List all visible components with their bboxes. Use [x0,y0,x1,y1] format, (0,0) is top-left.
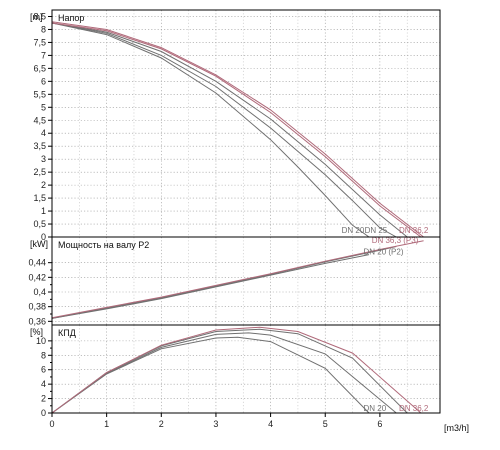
head-ytick-label-13: 6,5 [33,63,46,73]
head-ytick-label-16: 8 [41,24,46,34]
head-ytick-label-9: 4,5 [33,115,46,125]
efficiency-ytick-label-2: 4 [41,379,46,389]
power-ytick-label-2: 0,4 [33,287,46,297]
x-tick-label-2: 2 [159,419,164,429]
efficiency-series-3 [51,326,422,414]
head-ytick-label-1: 0,5 [33,219,46,229]
head-unit-label: [m] [30,12,43,22]
efficiency-series-0 [51,336,370,414]
x-tick-label-1: 1 [104,419,109,429]
power-curve-label-0: DN 36,3 (P3) [372,236,419,245]
x-tick-label-0: 0 [49,419,54,429]
x-axis-unit: [m3/h] [444,423,469,433]
x-tick-label-6: 6 [377,419,382,429]
head-plot-area [52,10,440,237]
power-panel-title: Мощность на валу P2 [58,240,149,250]
head-series-4 [51,21,424,238]
head-ytick-label-12: 6 [41,76,46,86]
head-ytick-label-11: 5,5 [33,89,46,99]
efficiency-panel-frame [51,324,441,414]
head-series-1 [51,22,397,238]
head-ytick-label-6: 3 [41,154,46,164]
head-ytick-label-2: 1 [41,206,46,216]
efficiency-unit-label: [%] [30,327,43,337]
head-ytick-label-3: 1,5 [33,193,46,203]
efficiency-ytick-label-5: 10 [36,336,46,346]
head-ytick-label-17: 8,5 [33,11,46,21]
head-series-2 [51,22,408,238]
x-tick-label-3: 3 [213,419,218,429]
head-curve-label-0: DN 20 [342,226,365,235]
head-ytick-label-0: 0 [41,232,46,242]
efficiency-curve-label-1: DN 36,2 [399,404,429,413]
power-ytick-label-4: 0,44 [28,258,46,268]
head-series-3 [51,22,422,238]
efficiency-panel-title: КПД [58,328,76,338]
x-tick-label-5: 5 [323,419,328,429]
head-ytick-label-10: 5 [41,102,46,112]
efficiency-ytick-label-4: 8 [41,350,46,360]
efficiency-ytick-label-1: 2 [41,394,46,404]
power-ytick-label-0: 0,36 [28,316,46,326]
power-ytick-label-3: 0,42 [28,272,46,282]
power-ytick-label-1: 0,38 [28,302,46,312]
efficiency-ytick-label-0: 0 [41,408,46,418]
head-ytick-label-4: 2 [41,180,46,190]
efficiency-ytick-label-3: 6 [41,365,46,375]
efficiency-curve-label-0: DN 20 [363,404,386,413]
head-curve-label-1: DN 25 [365,226,388,235]
power-series-0 [51,254,370,319]
head-ytick-label-7: 3,5 [33,141,46,151]
x-tick-label-4: 4 [268,419,273,429]
power-curve-label-1: DN 20 (P2) [363,248,403,257]
head-ytick-label-8: 4 [41,128,46,138]
power-series-2 [51,240,424,319]
head-curve-label-2: DN 36,2 [399,226,429,235]
power-series-1 [51,246,397,319]
head-panel-title: Напор [58,13,84,23]
head-series-0 [51,22,370,238]
head-ytick-label-14: 7 [41,50,46,60]
power-unit-label: [kW] [30,239,48,249]
head-ytick-label-5: 2,5 [33,167,46,177]
efficiency-series-1 [51,332,397,414]
head-ytick-label-15: 7,5 [33,37,46,47]
